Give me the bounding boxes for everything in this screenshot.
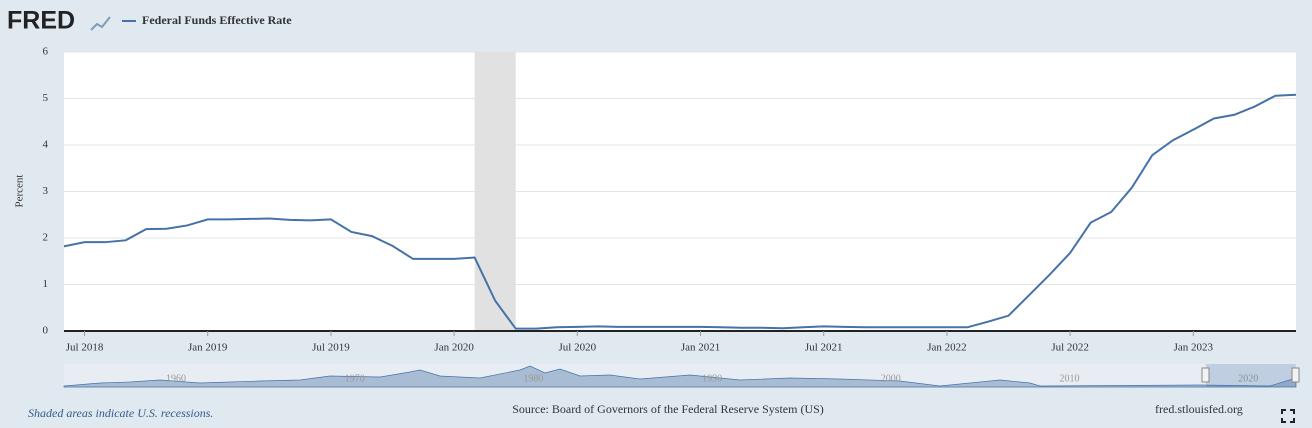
fullscreen-button[interactable] (1281, 409, 1295, 423)
y-tick-label: 0 (43, 325, 49, 337)
y-tick-label: 1 (43, 278, 49, 290)
y-axis-label: Percent (14, 175, 26, 208)
x-tick-label: Jan 2023 (1174, 342, 1214, 354)
site: fred.stlouisfed.org (1155, 402, 1243, 416)
series-line (63, 93, 1297, 330)
logo-icon (90, 16, 111, 31)
navigator-label: 2010 (1060, 373, 1080, 384)
source: Source: Board of Governors of the Federa… (512, 402, 824, 416)
x-tick-label: Jan 2019 (188, 342, 228, 354)
navigator-series (63, 365, 1297, 388)
y-tick-label: 6 (43, 46, 49, 58)
navigator-label: 1990 (702, 373, 722, 384)
y-tick-label: 4 (43, 139, 49, 151)
recession-note: Shaded areas indicate U.S. recessions. (28, 406, 213, 420)
navigator-label: 2000 (881, 373, 901, 384)
legend-label: Federal Funds Effective Rate (142, 13, 292, 27)
navigator-label: 1970 (345, 373, 365, 384)
x-tick-label: Jul 2022 (1051, 342, 1089, 354)
navigator-window[interactable] (1206, 364, 1296, 387)
logo: FRED (7, 7, 75, 35)
x-tick-label: Jul 2021 (805, 342, 843, 354)
navigator-handle[interactable] (1291, 367, 1300, 383)
navigator-handle[interactable] (1201, 367, 1210, 383)
navigator-label: 2020 (1238, 373, 1258, 384)
x-tick-label: Jul 2020 (559, 342, 597, 354)
x-tick-label: Jul 2018 (66, 342, 104, 354)
x-tick-label: Jan 2021 (681, 342, 720, 354)
y-tick-label: 3 (43, 185, 49, 197)
y-tick-label: 2 (43, 232, 49, 244)
navigator-label: 1960 (166, 373, 186, 384)
x-tick-label: Jan 2020 (434, 342, 474, 354)
navigator-label: 1980 (523, 373, 543, 384)
y-tick-label: 5 (43, 92, 49, 104)
x-tick-label: Jan 2022 (927, 342, 966, 354)
recession-band (474, 52, 516, 331)
x-tick-label: Jul 2019 (312, 342, 350, 354)
